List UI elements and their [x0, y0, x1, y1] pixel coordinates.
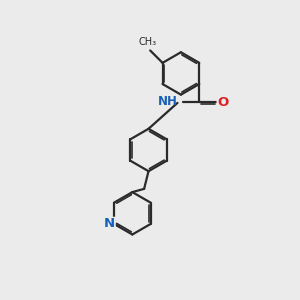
Text: CH₃: CH₃ — [138, 37, 156, 46]
Text: O: O — [217, 96, 229, 109]
Text: N: N — [104, 218, 115, 230]
Text: NH: NH — [158, 95, 178, 108]
